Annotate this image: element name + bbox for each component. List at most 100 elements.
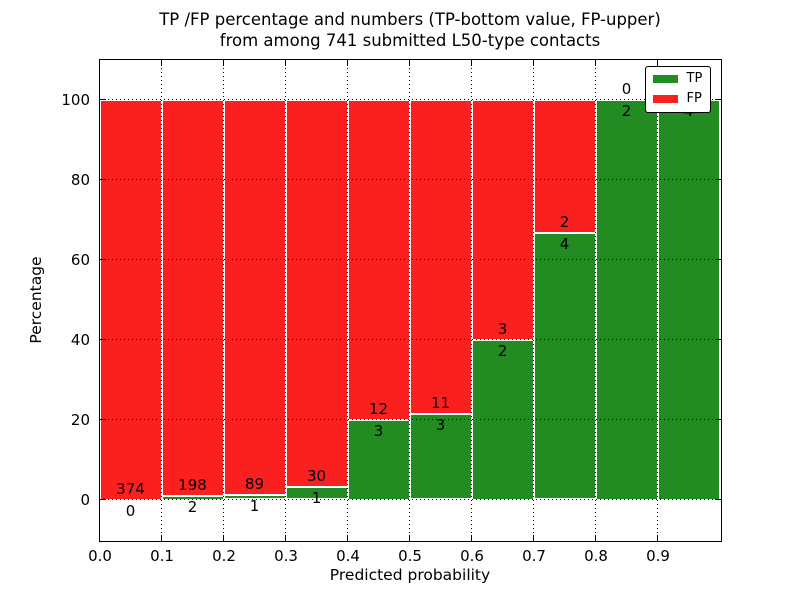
x-tick-mark-top: [222, 59, 225, 66]
y-tick-label: 40: [70, 331, 90, 349]
fp-count-label: 12: [368, 399, 389, 418]
tp-count-label: 1: [249, 497, 260, 516]
y-tick-mark-right: [714, 98, 721, 101]
fp-bar-segment: [285, 99, 348, 487]
vertical-gridline: [533, 59, 534, 540]
horizontal-gridline: [99, 339, 720, 340]
y-tick-mark-right: [714, 418, 721, 421]
vertical-gridline: [223, 59, 224, 540]
x-tick-mark: [346, 534, 349, 541]
x-tick-label: 0.9: [646, 547, 670, 565]
fp-bar-segment: [409, 99, 472, 414]
x-tick-label: 0.0: [88, 547, 112, 565]
x-tick-mark-top: [594, 59, 597, 66]
tp-count-label: 0: [125, 501, 136, 520]
fp-bar-segment: [471, 99, 534, 340]
tp-count-label: 2: [187, 497, 198, 516]
fp-bar-segment: [161, 99, 224, 496]
x-tick-mark-top: [656, 59, 659, 66]
legend-label: TP: [686, 70, 703, 86]
vertical-gridline: [595, 59, 596, 540]
x-tick-mark-top: [284, 59, 287, 66]
tp-count-label: 4: [559, 234, 570, 253]
x-tick-mark: [594, 534, 597, 541]
vertical-gridline: [285, 59, 286, 540]
x-tick-label: 0.8: [584, 547, 608, 565]
y-tick-mark: [99, 98, 106, 101]
x-tick-mark: [656, 534, 659, 541]
horizontal-gridline: [99, 99, 720, 100]
x-tick-label: 0.6: [460, 547, 484, 565]
x-axis-label: Predicted probability: [329, 566, 491, 584]
vertical-gridline: [347, 59, 348, 540]
tp-legend-swatch: [652, 74, 678, 83]
fp-count-label: 198: [178, 475, 207, 494]
x-tick-label: 0.5: [398, 547, 422, 565]
x-tick-label: 0.4: [336, 547, 360, 565]
legend-entry: FP: [652, 90, 703, 106]
x-tick-label: 0.1: [150, 547, 174, 565]
y-tick-label: 100: [61, 91, 90, 109]
y-tick-label: 20: [70, 411, 90, 429]
fp-count-label: 2: [559, 212, 570, 231]
vertical-gridline: [471, 59, 472, 540]
x-tick-mark: [98, 534, 101, 541]
y-tick-mark: [99, 178, 106, 181]
y-tick-mark: [99, 338, 106, 341]
legend: TP FP: [644, 65, 712, 113]
chart-title-line1: TP /FP percentage and numbers (TP-bottom…: [159, 10, 661, 29]
y-tick-mark: [99, 258, 106, 261]
fp-bar-segment: [223, 99, 286, 496]
y-tick-mark: [99, 498, 106, 501]
fp-bar-segment: [99, 99, 162, 500]
x-tick-mark-top: [532, 59, 535, 66]
x-tick-mark: [160, 534, 163, 541]
tp-count-label: 3: [435, 415, 446, 434]
x-tick-mark: [470, 534, 473, 541]
y-tick-mark-right: [714, 498, 721, 501]
fp-count-label: 30: [306, 466, 327, 485]
x-tick-label: 0.7: [522, 547, 546, 565]
x-tick-mark: [532, 534, 535, 541]
x-tick-mark-top: [470, 59, 473, 66]
y-tick-mark-right: [714, 338, 721, 341]
x-tick-mark-top: [160, 59, 163, 66]
fp-count-label: 3: [497, 319, 508, 338]
tp-count-label: 1: [311, 488, 322, 507]
tp-count-label: 2: [621, 101, 632, 120]
x-tick-mark-top: [346, 59, 349, 66]
y-tick-label: 60: [70, 251, 90, 269]
chart-title-line2: from among 741 submitted L50-type contac…: [219, 31, 601, 50]
vertical-gridline: [161, 59, 162, 540]
legend-entry: TP: [652, 70, 703, 86]
y-tick-mark-right: [714, 178, 721, 181]
tp-bar-segment: [657, 99, 720, 500]
fp-bar-segment: [533, 99, 596, 233]
x-tick-mark-top: [408, 59, 411, 66]
x-tick-label: 0.2: [212, 547, 236, 565]
y-tick-mark-right: [714, 258, 721, 261]
fp-count-label: 11: [430, 393, 451, 412]
x-tick-mark: [408, 534, 411, 541]
fp-count-label: 89: [244, 475, 265, 494]
horizontal-gridline: [99, 419, 720, 420]
horizontal-gridline: [99, 179, 720, 180]
x-tick-mark-top: [98, 59, 101, 66]
y-tick-mark: [99, 418, 106, 421]
y-tick-label: 0: [80, 491, 90, 509]
vertical-gridline: [409, 59, 410, 540]
fp-legend-swatch: [652, 94, 678, 103]
legend-label: FP: [686, 90, 702, 106]
x-tick-mark: [284, 534, 287, 541]
tp-bar-segment: [595, 99, 658, 500]
x-tick-label: 0.3: [274, 547, 298, 565]
tp-bar-segment: [533, 232, 596, 500]
horizontal-gridline: [99, 259, 720, 260]
tp-count-label: 3: [373, 421, 384, 440]
chart-title: TP /FP percentage and numbers (TP-bottom…: [100, 9, 720, 51]
fp-count-label: 374: [116, 479, 145, 498]
tp-count-label: 2: [497, 341, 508, 360]
fp-count-label: 0: [621, 79, 632, 98]
